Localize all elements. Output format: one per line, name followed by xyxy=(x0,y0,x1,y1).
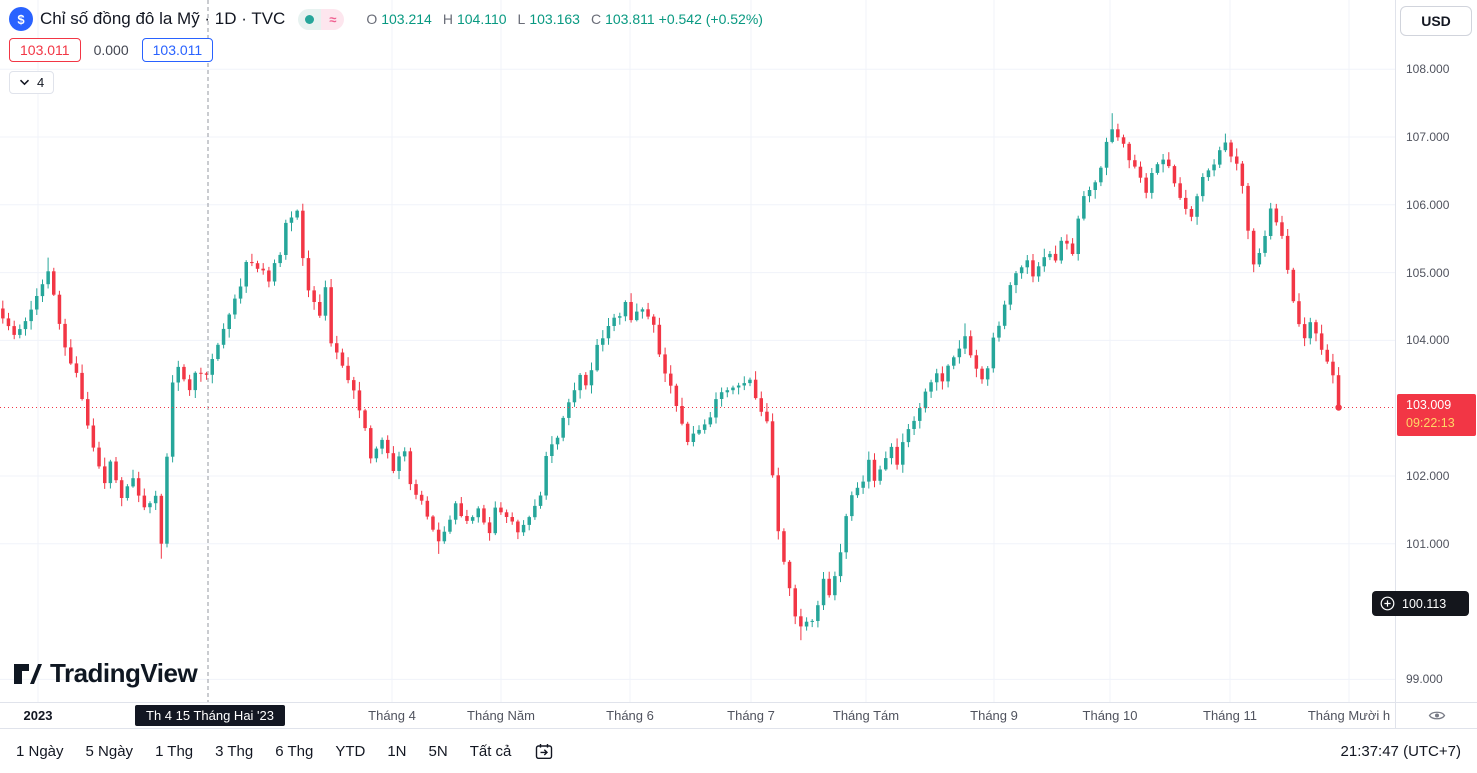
time-axis-label: Tháng Mười h xyxy=(1307,708,1391,723)
calendar-icon xyxy=(536,743,553,759)
price-tick: 106.000 xyxy=(1406,197,1450,212)
green-dot-icon xyxy=(305,14,315,24)
price-tick: 101.000 xyxy=(1406,536,1450,551)
symbol-dollar-icon[interactable]: $ xyxy=(9,7,33,31)
bottom-toolbar: 1 Ngày 5 Ngày 1 Thg 3 Thg 6 Thg YTD 1N 5… xyxy=(0,728,1477,773)
range-button-3-thg[interactable]: 3 Thg xyxy=(215,742,254,760)
range-button-1-ngay[interactable]: 1 Ngày xyxy=(16,742,64,760)
price-box-red[interactable]: 103.011 xyxy=(9,38,81,62)
price-tick: 102.000 xyxy=(1406,468,1450,483)
legend-row-main: $ Chỉ số đồng đô la Mỹ · 1D · TVC ≈ O 10… xyxy=(9,7,763,31)
tradingview-logo-text: TradingView xyxy=(50,658,198,688)
price-tick: 107.000 xyxy=(1406,129,1450,144)
chart-canvas[interactable] xyxy=(0,0,1395,702)
high-label: H xyxy=(442,11,453,27)
alert-badge[interactable]: 100.113 xyxy=(1372,591,1469,617)
time-axis-corner[interactable] xyxy=(1396,702,1477,728)
open-label: O xyxy=(366,11,378,27)
crosshair-date-tooltip: Th 4 15 Tháng Hai '23 xyxy=(135,705,285,726)
currency-button[interactable]: USD xyxy=(1400,6,1472,36)
collapse-count: 4 xyxy=(37,75,45,90)
time-axis-label: Tháng 7 xyxy=(727,708,775,723)
time-axis-label: Tháng 10 xyxy=(1082,708,1138,723)
range-button-5-ngay[interactable]: 5 Ngày xyxy=(85,742,134,760)
close-label: C xyxy=(590,11,602,27)
chevron-down-icon xyxy=(19,79,30,86)
market-open-icon[interactable] xyxy=(298,8,322,30)
time-axis-label: Tháng Năm xyxy=(467,708,535,723)
price-tick: 99.000 xyxy=(1406,672,1443,687)
change-value: +0.542 (+0.52%) xyxy=(658,11,763,27)
alert-price-value: 100.113 xyxy=(1402,596,1447,611)
time-axis[interactable]: Th 4 15 Tháng Hai '23 2023 Tháng 4 Tháng N… xyxy=(0,702,1395,728)
time-axis-label: Tháng 6 xyxy=(606,708,654,723)
price-tick: 108.000 xyxy=(1406,62,1450,77)
price-axis[interactable]: USD 103.009 09:22:13 100.113 108.000 107.… xyxy=(1372,0,1477,728)
time-axis-label: Tháng 4 xyxy=(368,708,416,723)
price-tick: 104.000 xyxy=(1406,333,1450,348)
ohlc-readout: O 103.214 H 104.110 L 103.163 C 103.811 … xyxy=(359,11,763,27)
range-button-1n[interactable]: 1N xyxy=(387,742,407,760)
open-value: 103.214 xyxy=(381,11,432,27)
legend-row-price-boxes: 103.011 0.000 103.011 xyxy=(9,38,763,62)
range-button-5n[interactable]: 5N xyxy=(428,742,448,760)
time-axis-label: Tháng Tám xyxy=(832,708,900,723)
chart-legend: $ Chỉ số đồng đô la Mỹ · 1D · TVC ≈ O 10… xyxy=(9,7,763,94)
eye-icon[interactable] xyxy=(1428,709,1446,722)
price-box-diff: 0.000 xyxy=(93,42,129,58)
time-axis-label: Tháng 9 xyxy=(970,708,1018,723)
symbol-title[interactable]: Chỉ số đồng đô la Mỹ · 1D · TVC xyxy=(40,9,286,28)
time-axis-label: Tháng 11 xyxy=(1203,708,1257,723)
time-axis-label: 2023 xyxy=(23,708,53,723)
range-button-tat-ca[interactable]: Tất cả xyxy=(469,742,512,760)
price-box-blue[interactable]: 103.011 xyxy=(141,38,214,62)
go-to-date-button[interactable] xyxy=(533,741,556,762)
legend-collapse-button[interactable]: 4 xyxy=(9,71,55,94)
range-button-6-thg[interactable]: 6 Thg xyxy=(275,742,314,760)
range-button-ytd[interactable]: YTD xyxy=(335,742,366,760)
high-value: 104.110 xyxy=(456,11,507,27)
price-tick: 105.000 xyxy=(1406,265,1450,280)
legend-row-collapse: 4 xyxy=(9,71,763,94)
tradingview-logo[interactable]: TradingView xyxy=(13,658,198,689)
close-value: 103.811 xyxy=(605,11,655,27)
delayed-data-icon[interactable]: ≈ xyxy=(321,8,345,30)
last-price-badge: 103.009 09:22:13 xyxy=(1397,393,1476,437)
timezone-clock[interactable]: 21:37:47 (UTC+7) xyxy=(1340,742,1461,760)
market-status-toggles[interactable]: ≈ xyxy=(298,8,345,30)
last-price-value: 103.009 xyxy=(1406,397,1452,412)
plus-circle-icon xyxy=(1380,596,1395,611)
chart-area[interactable]: $ Chỉ số đồng đô la Mỹ · 1D · TVC ≈ O 10… xyxy=(0,0,1395,702)
tradingview-logo-icon xyxy=(14,663,42,684)
bar-countdown: 09:22:13 xyxy=(1406,416,1455,431)
low-value: 103.163 xyxy=(529,11,580,27)
range-button-1-thg[interactable]: 1 Thg xyxy=(155,742,194,760)
low-label: L xyxy=(517,11,526,27)
